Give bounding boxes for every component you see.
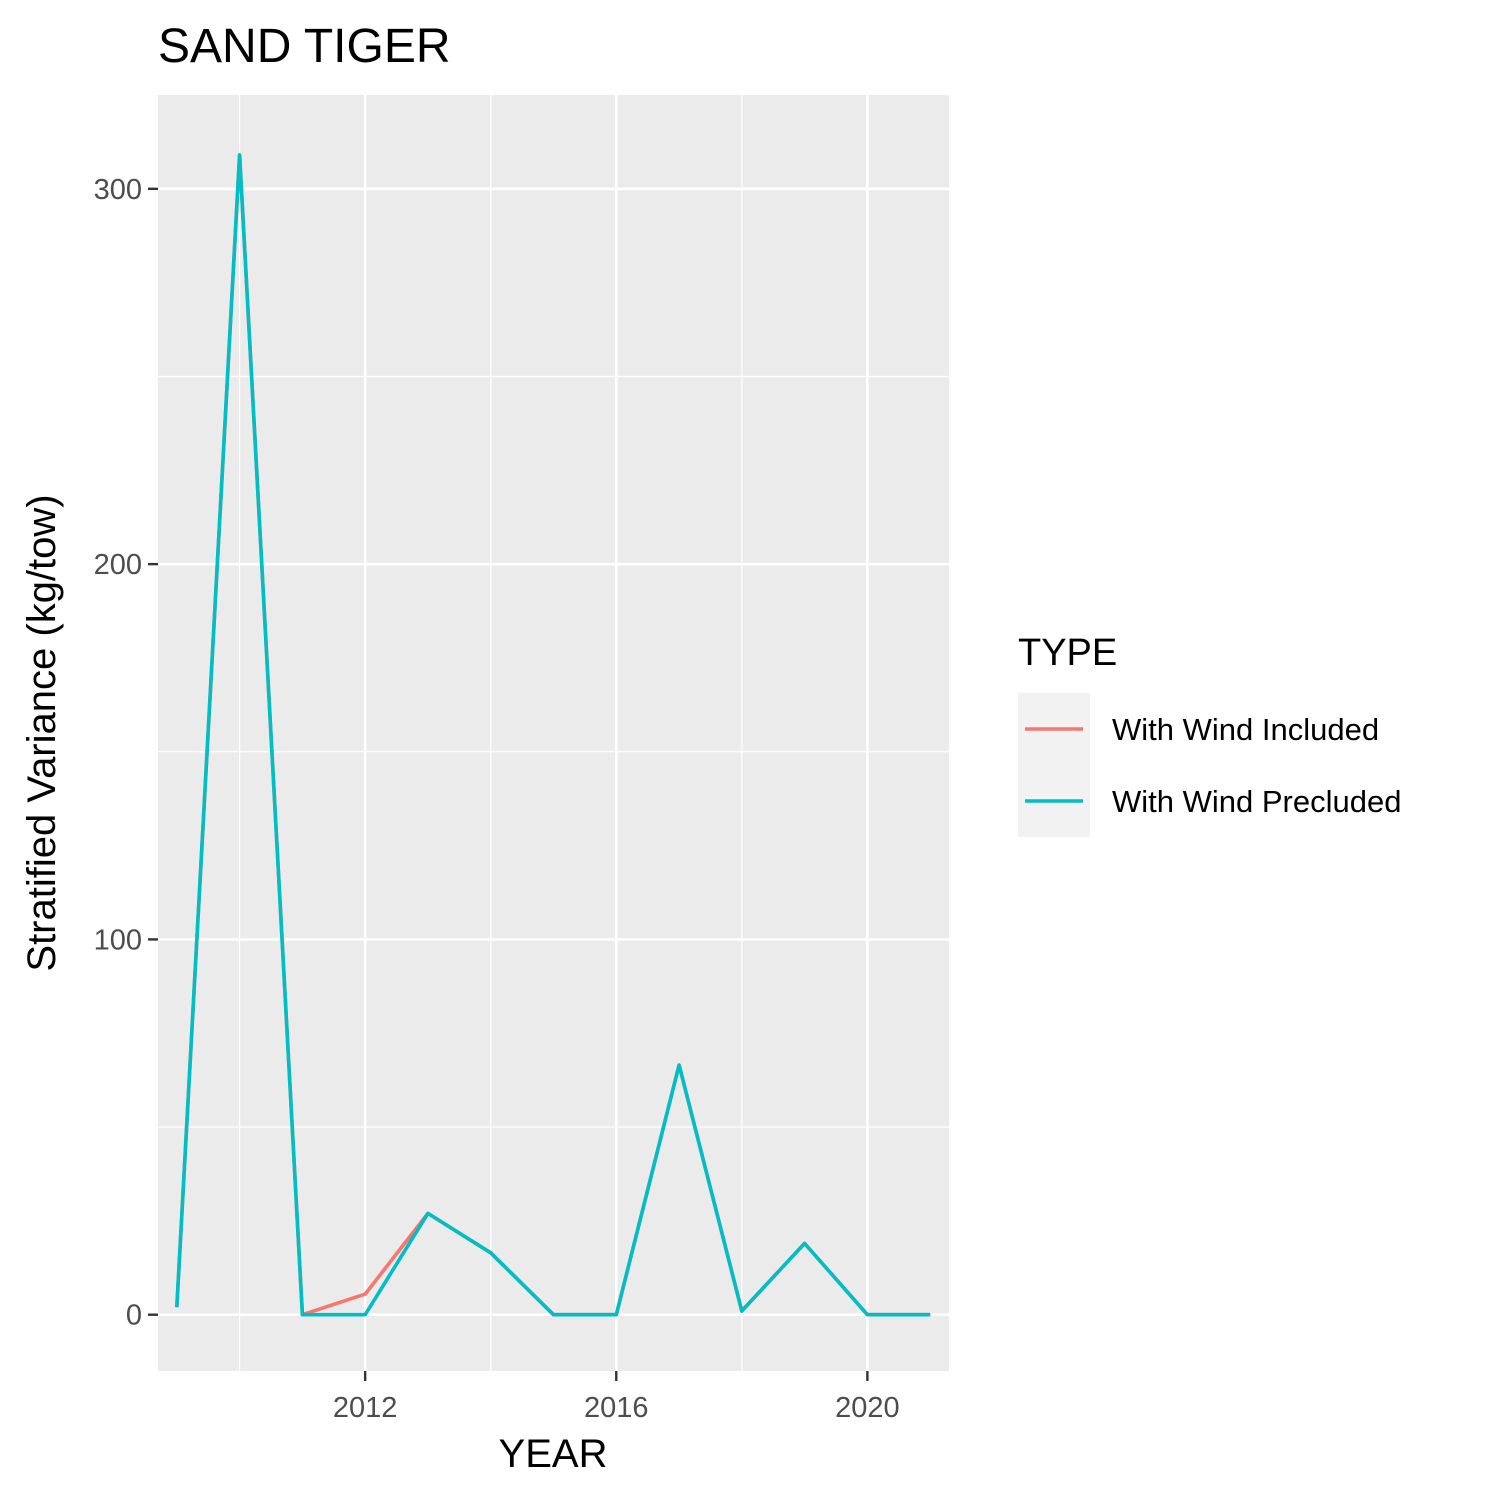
series-line-2 [175,153,931,1317]
series-layer [175,153,931,1317]
x-tick-label: 2016 [584,1392,649,1424]
y-axis-title: Stratified Variance (kg/tow) [20,494,64,971]
y-tick-label: 100 [94,924,142,956]
y-tick-label: 0 [126,1300,142,1332]
chart-title: SAND TIGER [158,20,451,73]
legend-label-1: With Wind Included [1112,712,1379,747]
x-axis-title: YEAR [499,1432,608,1476]
x-axis: 2012 2016 2020 [333,1371,900,1424]
y-axis: 0 100 200 300 [94,174,158,1332]
x-tick-label: 2012 [333,1392,398,1424]
plot-panel [158,95,949,1371]
y-tick-label: 200 [94,549,142,581]
legend-items: With Wind Included With Wind Precluded [1025,712,1401,819]
y-tick-label: 300 [94,174,142,206]
grid-major [158,95,949,1371]
x-tick-label: 2020 [835,1392,900,1424]
legend-key-background [1018,693,1090,837]
legend: TYPE With Wind Included With Wind Preclud… [1018,632,1401,837]
legend-title: TYPE [1018,632,1117,674]
grid-minor [158,95,949,1371]
legend-label-2: With Wind Precluded [1112,784,1401,819]
